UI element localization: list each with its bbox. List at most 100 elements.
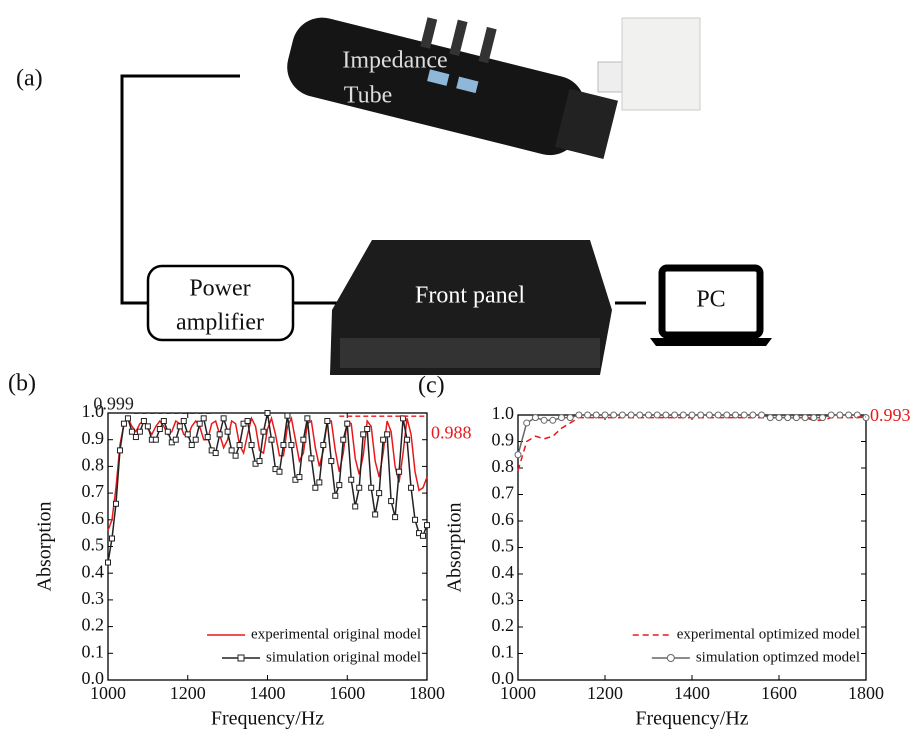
marker bbox=[636, 411, 644, 419]
marker bbox=[228, 447, 235, 454]
y-tick-label: 0.9 bbox=[492, 430, 515, 450]
marker bbox=[144, 423, 151, 430]
y-tick-label: 0.7 bbox=[492, 483, 515, 503]
panel-label: (a) bbox=[16, 66, 43, 92]
marker bbox=[116, 447, 123, 454]
marker bbox=[601, 411, 609, 419]
marker bbox=[260, 428, 267, 435]
marker bbox=[705, 411, 713, 419]
y-tick-label: 0.5 bbox=[492, 536, 515, 556]
y-tick-label: 0.1 bbox=[492, 642, 515, 662]
annotation-label: 0.988 bbox=[431, 422, 472, 442]
marker bbox=[662, 411, 670, 419]
marker bbox=[164, 428, 171, 435]
marker bbox=[344, 420, 351, 427]
y-tick-label: 0.2 bbox=[82, 615, 105, 635]
x-tick-label: 1000 bbox=[90, 683, 126, 703]
marker bbox=[400, 415, 407, 422]
annotation-label: 0.999 bbox=[93, 393, 134, 413]
series-line bbox=[517, 416, 867, 471]
marker bbox=[276, 468, 283, 475]
marker bbox=[384, 431, 391, 438]
annotation-label: 0.993 bbox=[870, 405, 911, 425]
marker bbox=[584, 411, 592, 419]
marker bbox=[627, 411, 635, 419]
marker bbox=[324, 418, 331, 425]
marker bbox=[196, 420, 203, 427]
front-panel-label: Front panel bbox=[415, 283, 525, 309]
x-tick-label: 1000 bbox=[500, 683, 536, 703]
marker bbox=[288, 442, 295, 449]
impedance-tube bbox=[287, 17, 618, 160]
marker bbox=[204, 434, 211, 441]
marker bbox=[360, 431, 367, 438]
marker bbox=[396, 468, 403, 475]
marker bbox=[280, 442, 287, 449]
y-tick-label: 0.4 bbox=[492, 562, 515, 582]
cable bbox=[120, 74, 240, 305]
tube-label: Impedance bbox=[342, 48, 447, 74]
marker bbox=[224, 428, 231, 435]
x-tick-label: 1600 bbox=[329, 683, 365, 703]
marker bbox=[610, 411, 618, 419]
marker bbox=[592, 411, 600, 419]
laptop-screen bbox=[658, 264, 764, 339]
marker bbox=[220, 415, 227, 422]
marker bbox=[308, 455, 315, 462]
marker bbox=[392, 514, 399, 521]
marker bbox=[645, 411, 652, 419]
marker bbox=[575, 411, 583, 419]
y-tick-label: 0.8 bbox=[492, 456, 515, 476]
marker bbox=[332, 492, 339, 499]
marker bbox=[653, 411, 661, 419]
marker bbox=[372, 511, 379, 518]
marker bbox=[801, 414, 809, 422]
marker bbox=[368, 484, 375, 491]
x-axis-label: Frequency/Hz bbox=[211, 708, 324, 730]
marker bbox=[320, 442, 327, 449]
marker bbox=[827, 411, 835, 419]
marker bbox=[404, 436, 411, 443]
marker bbox=[697, 411, 705, 419]
legend-label: experimental optimized model bbox=[677, 626, 860, 642]
marker bbox=[112, 500, 119, 507]
y-tick-label: 0.4 bbox=[82, 561, 105, 581]
laptop-base bbox=[650, 338, 772, 346]
marker bbox=[284, 412, 291, 419]
marker bbox=[232, 452, 239, 459]
marker bbox=[124, 415, 131, 422]
marker bbox=[184, 431, 191, 438]
marker bbox=[200, 415, 207, 422]
x-axis-label: Frequency/Hz bbox=[635, 708, 748, 730]
marker bbox=[723, 411, 731, 419]
marker bbox=[714, 411, 722, 419]
tube-label: Tube bbox=[344, 83, 392, 109]
y-tick-label: 0.2 bbox=[492, 615, 515, 635]
marker bbox=[188, 442, 195, 449]
marker bbox=[160, 418, 167, 425]
marker bbox=[340, 436, 347, 443]
legend-marker bbox=[666, 654, 675, 662]
y-tick-label: 0.3 bbox=[492, 589, 515, 609]
marker bbox=[566, 414, 574, 422]
legend-label: experimental original model bbox=[251, 626, 421, 642]
marker bbox=[845, 411, 853, 419]
marker bbox=[120, 420, 127, 427]
y-tick-label: 0.6 bbox=[82, 508, 105, 528]
marker bbox=[412, 516, 419, 523]
marker bbox=[132, 434, 139, 441]
marker bbox=[156, 426, 163, 433]
y-tick-label: 0.0 bbox=[82, 668, 105, 688]
series-line bbox=[107, 412, 428, 563]
marker bbox=[424, 522, 430, 529]
marker bbox=[328, 458, 335, 465]
amplifier-label: amplifier bbox=[176, 310, 264, 336]
marker bbox=[810, 414, 818, 422]
y-axis-label: Absorption bbox=[34, 502, 56, 592]
marker bbox=[523, 419, 531, 427]
y-tick-label: 0.0 bbox=[492, 668, 515, 688]
marker bbox=[336, 482, 343, 489]
marker bbox=[380, 436, 387, 443]
x-tick-label: 1600 bbox=[761, 683, 797, 703]
marker bbox=[348, 476, 355, 483]
